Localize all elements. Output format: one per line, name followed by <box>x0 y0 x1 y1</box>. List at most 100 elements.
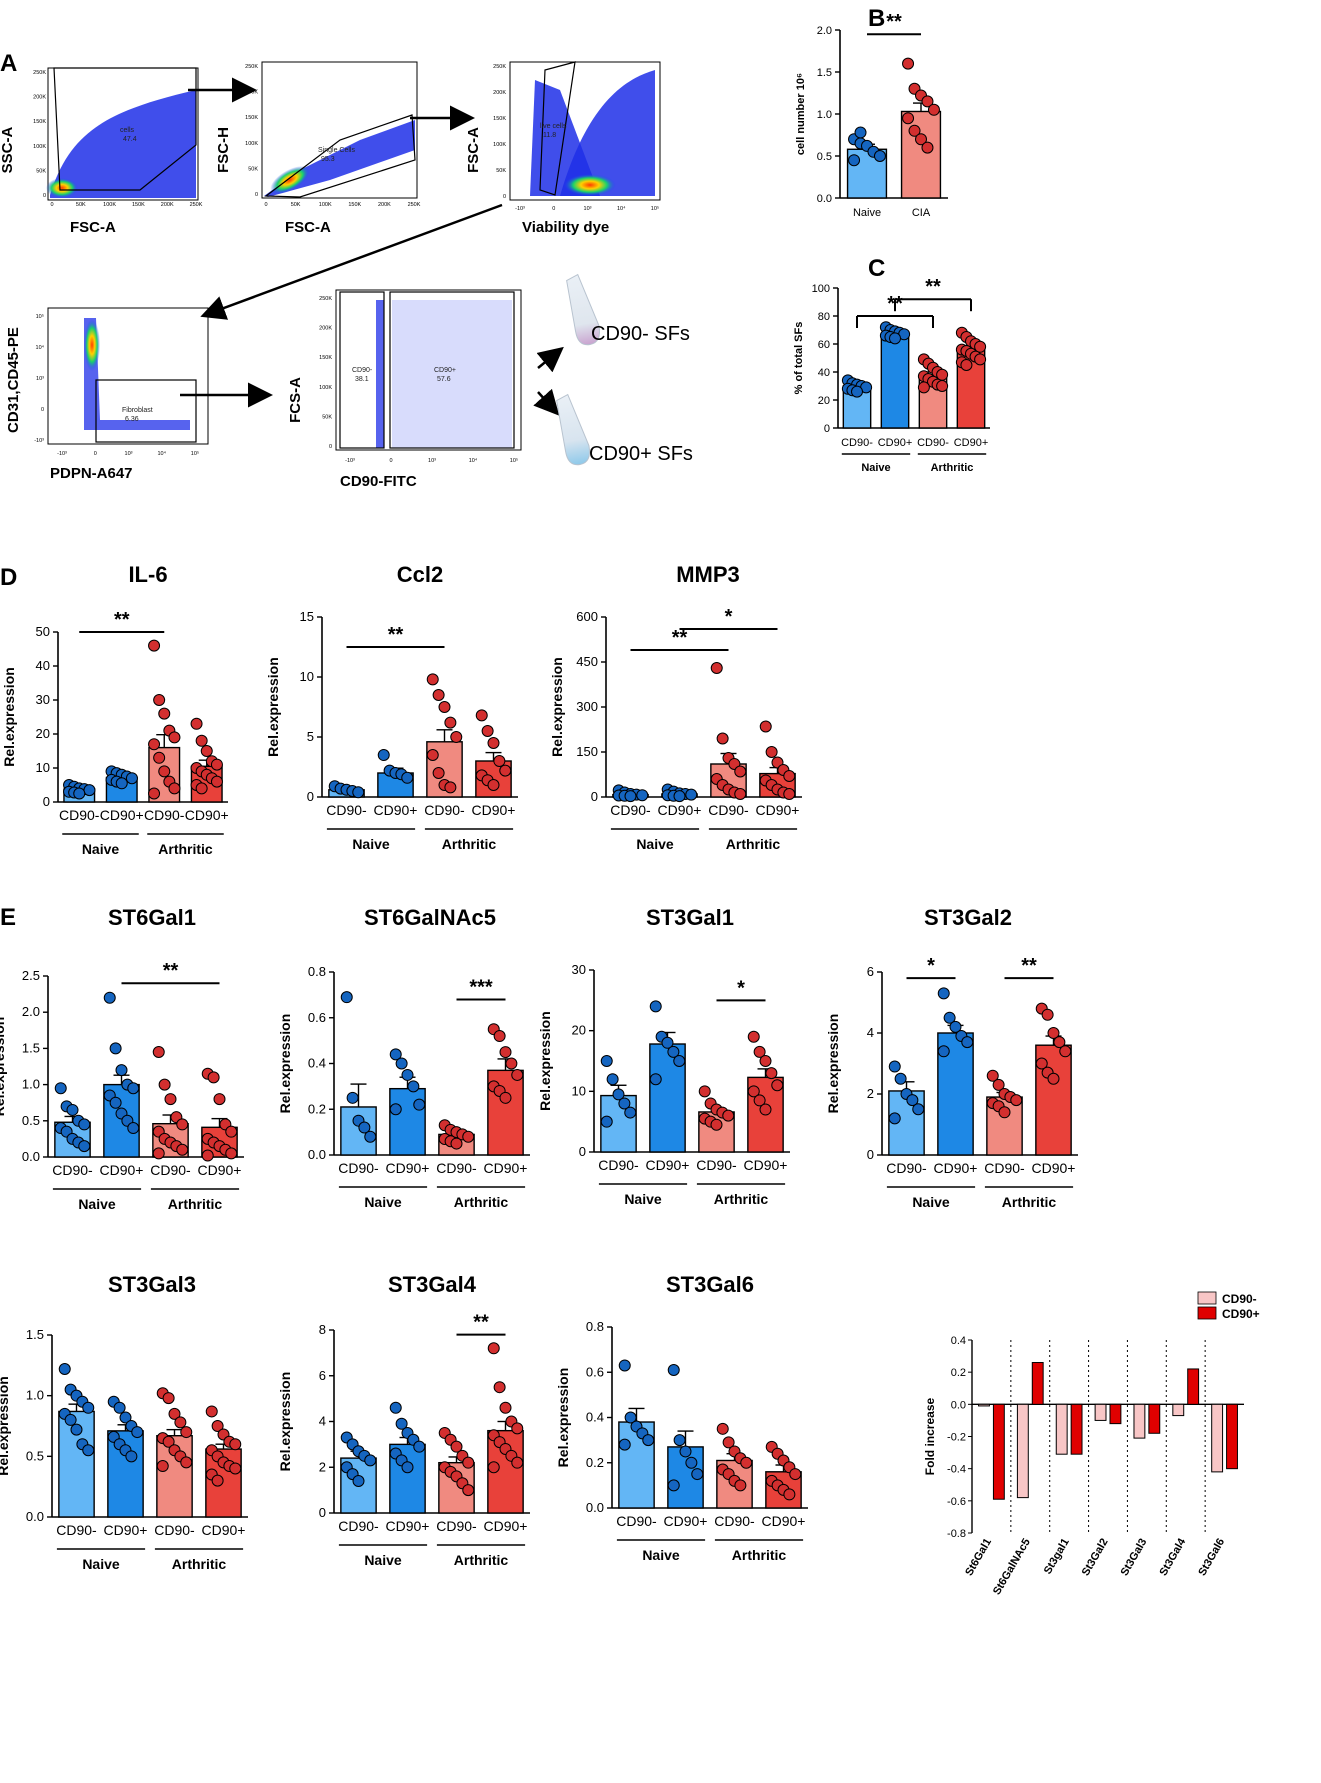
y-axis-label: Rel.expression <box>277 1014 293 1114</box>
data-point <box>1035 1057 1048 1070</box>
data-point <box>210 775 223 788</box>
data-point <box>894 1072 907 1085</box>
data-point <box>906 1094 919 1107</box>
data-point <box>1047 1072 1060 1085</box>
data-point <box>921 95 934 108</box>
significance-stars: ** <box>672 627 688 649</box>
x-tick-label: CD90- <box>144 807 185 823</box>
significance-stars: ** <box>925 276 941 298</box>
fold-bar <box>1211 1403 1224 1473</box>
data-point <box>747 1030 760 1043</box>
legend-swatch <box>1197 1291 1217 1305</box>
x-tick-label: CD90+ <box>386 1160 430 1176</box>
tube-cd90-negative-icon <box>566 273 600 346</box>
data-point <box>153 751 166 764</box>
y-tick-label: 0.5 <box>22 1113 40 1128</box>
group-label: Naive <box>861 462 890 474</box>
data-point <box>168 731 181 744</box>
panel-letter-e: E <box>0 904 17 931</box>
panel-letter-a: A <box>0 50 18 77</box>
y-tick-label: 80 <box>818 311 830 323</box>
data-point <box>364 1130 377 1143</box>
y-tick-label: 30 <box>36 692 50 707</box>
group-label: Arthritic <box>442 836 497 852</box>
fold-bar <box>1094 1403 1107 1421</box>
y-axis-label: Rel.expression <box>825 1014 841 1114</box>
flow-ytick: 200K <box>245 90 258 96</box>
group-label: Arthritic <box>726 836 781 852</box>
chart-st3gal2: ST3Gal2 0 2 4 6 Rel.expression CD90- CD90+ CD90-… <box>825 905 1078 1210</box>
flow-gate-value: 6.36 <box>125 416 139 423</box>
data-point <box>176 1143 189 1156</box>
y-axis-label: Fold increase <box>923 1398 937 1476</box>
x-tick-label: CD90- <box>708 802 749 818</box>
data-point <box>162 1392 175 1405</box>
data-point <box>667 1479 680 1492</box>
tube-label-cd90-positive: CD90+ SFs <box>589 443 693 465</box>
flow-xtick: 10⁴ <box>469 457 478 464</box>
data-point <box>740 1456 753 1469</box>
fold-bar <box>992 1403 1005 1500</box>
flow-ytick: 150K <box>33 119 46 125</box>
data-point <box>936 380 949 392</box>
flow-xtick: 100K <box>319 202 332 208</box>
data-point <box>499 764 512 777</box>
fold-bar <box>1109 1403 1122 1425</box>
group-label: Naive <box>642 1547 680 1563</box>
data-point <box>407 1080 420 1093</box>
flow-xlabel: PDPN-A647 <box>50 465 133 482</box>
x-tick-label: CD90- <box>436 1160 477 1176</box>
chart-st3gal4: ST3Gal4 0 2 4 6 8 Rel.expression CD90- CD90+ CD90… <box>277 1272 530 1568</box>
y-tick-label: 2.0 <box>22 1004 40 1019</box>
flow-gate-value: 38.1 <box>355 376 369 383</box>
data-point <box>511 1068 524 1081</box>
flow-gate-label: Fibroblast <box>122 407 153 414</box>
flow-gate-label: cells <box>120 127 135 134</box>
y-tick-label: 6 <box>319 1368 326 1383</box>
data-point <box>986 1069 999 1082</box>
flow-xtick: 10³ <box>428 458 436 464</box>
data-point <box>649 1073 662 1086</box>
chart-mmp3: MMP3 0 150 300 450 600 Rel.expression CD90- CD90… <box>549 562 802 852</box>
x-tick-label: Naive <box>853 207 881 219</box>
y-tick-label: 1.5 <box>817 67 832 79</box>
data-point <box>511 1456 524 1469</box>
data-point <box>673 790 686 803</box>
x-tick-label: CD90+ <box>658 802 702 818</box>
flow-ytick: 0 <box>329 444 332 450</box>
data-point <box>195 782 208 795</box>
data-point <box>992 1078 1005 1091</box>
x-tick-label: CD90+ <box>664 1513 708 1529</box>
data-point <box>961 1036 974 1049</box>
chart-st6gal1: ST6Gal1 0.0 0.5 1.0 1.5 2.0 2.5 Rel.expression C… <box>0 905 244 1212</box>
data-point <box>499 1046 512 1059</box>
flow-ytick: 10⁴ <box>36 344 45 351</box>
significance-stars: ** <box>114 609 130 631</box>
data-point <box>127 1082 140 1095</box>
y-tick-label: 0.0 <box>26 1509 44 1524</box>
data-point <box>168 782 181 795</box>
flow-gate2-label: CD90+ <box>434 367 456 374</box>
x-tick-label: CD90+ <box>1032 1160 1076 1176</box>
panel-letter-d: D <box>0 564 18 591</box>
x-tick-label: CD90+ <box>374 802 418 818</box>
data-point <box>771 1079 784 1092</box>
data-point <box>229 1462 242 1475</box>
flow-xtick: 150K <box>132 202 145 208</box>
flow-xtick: 150K <box>348 202 361 208</box>
group-label: Naive <box>78 1196 116 1212</box>
y-tick-label: 0 <box>43 794 50 809</box>
data-point <box>511 1422 524 1435</box>
data-point <box>710 1118 723 1131</box>
flow-ytick: 10³ <box>36 376 44 382</box>
flow-xtick: 10⁵ <box>651 205 659 212</box>
x-tick-label: CD90- <box>338 1518 379 1534</box>
y-tick-label: 600 <box>576 609 598 624</box>
data-point <box>180 1456 193 1469</box>
flow-arrows <box>180 77 564 416</box>
data-point <box>444 716 457 729</box>
data-point <box>210 758 223 771</box>
y-tick-label: 6 <box>867 964 874 979</box>
x-tick-label: CD90- <box>616 1513 657 1529</box>
